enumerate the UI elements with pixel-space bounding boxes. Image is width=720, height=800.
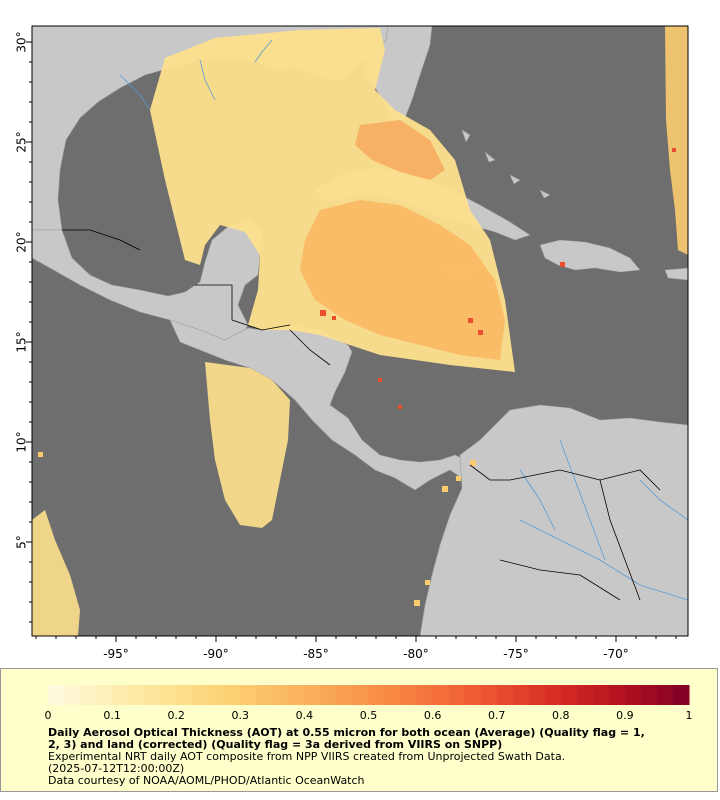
colorbar-swatch bbox=[128, 685, 145, 705]
legend-panel: 0 0.1 0.2 0.3 0.4 0.5 0.6 0.7 0.8 0.9 1 Daily Aero… bbox=[0, 668, 718, 792]
colorbar-swatch bbox=[480, 685, 498, 705]
colorbar-tick-label: 0.6 bbox=[424, 709, 442, 722]
lon-tick-label: -95° bbox=[103, 647, 129, 660]
colorbar-tick-label: 0.9 bbox=[616, 709, 634, 722]
land-bahamas bbox=[461, 129, 551, 199]
colorbar-swatch bbox=[528, 685, 546, 705]
colorbar-swatch bbox=[256, 685, 273, 705]
colorbar-swatch bbox=[496, 685, 514, 705]
colorbar-swatch bbox=[560, 685, 578, 705]
aot-swaths bbox=[32, 26, 688, 636]
colorbar-swatch bbox=[640, 685, 658, 705]
aot-swath-west-edge bbox=[32, 510, 80, 636]
colorbar-labels: 0 0.1 0.2 0.3 0.4 0.5 0.6 0.7 0.8 0.9 1 bbox=[45, 709, 693, 722]
colorbar-tick-label: 0.8 bbox=[552, 709, 570, 722]
caption-line3: Experimental NRT daily AOT composite fro… bbox=[48, 750, 566, 763]
colorbar-tick-label: 0 bbox=[45, 709, 52, 722]
colorbar-swatch bbox=[224, 685, 241, 705]
colorbar-tick-label: 1 bbox=[686, 709, 693, 722]
colorbar-tick-label: 0.2 bbox=[167, 709, 185, 722]
colorbar-swatch bbox=[624, 685, 642, 705]
lat-tick-label: 15° bbox=[15, 331, 29, 352]
colorbar-swatch bbox=[320, 685, 337, 705]
colorbar-swatch bbox=[112, 685, 129, 705]
colorbar-swatch bbox=[656, 685, 674, 705]
rivers-layer bbox=[119, 39, 688, 601]
caption-title-line2: 2, 3) and land (corrected) (Quality flag… bbox=[48, 738, 503, 751]
colorbar-swatch bbox=[144, 685, 161, 705]
colorbar-swatch bbox=[80, 685, 97, 705]
colorbar-swatch bbox=[352, 685, 369, 705]
lon-tick-label: -70° bbox=[603, 647, 629, 660]
colorbar-swatch bbox=[208, 685, 225, 705]
colorbar-swatch bbox=[48, 685, 65, 705]
caption-line5: Data courtesy of NOAA/AOML/PHOD/Atlantic… bbox=[48, 774, 365, 787]
aot-map: -95° -90° -85° -80° -75° -70° 30° 25° 20° 15° 10°… bbox=[15, 25, 689, 661]
colorbar-swatch bbox=[368, 685, 386, 705]
colorbar-swatch bbox=[96, 685, 113, 705]
colorbar-swatch bbox=[384, 685, 402, 705]
colorbar-swatch bbox=[240, 685, 257, 705]
plot-frame bbox=[31, 25, 689, 637]
latitude-axis: 30° 25° 20° 15° 10° 5° bbox=[15, 31, 32, 623]
aot-speckles bbox=[320, 148, 676, 409]
colorbar-swatch bbox=[160, 685, 177, 705]
aot-swath-north-orange bbox=[355, 120, 445, 180]
lat-tick-label: 10° bbox=[15, 431, 29, 452]
aot-swath-southwest bbox=[205, 362, 290, 528]
colorbar-swatch bbox=[672, 685, 690, 705]
colorbar-swatch bbox=[416, 685, 434, 705]
land-south-america bbox=[419, 404, 688, 636]
lon-tick-label: -80° bbox=[403, 647, 429, 660]
lat-tick-label: 5° bbox=[15, 535, 29, 549]
colorbar-swatch bbox=[576, 685, 594, 705]
colorbar-swatch bbox=[272, 685, 289, 705]
colorbar-swatch bbox=[336, 685, 353, 705]
colorbar-swatch bbox=[304, 685, 321, 705]
colorbar-swatch bbox=[192, 685, 209, 705]
colorbar-tick-label: 0.7 bbox=[488, 709, 506, 722]
aot-swath-central-dense bbox=[300, 200, 505, 360]
lon-tick-label: -85° bbox=[303, 647, 329, 660]
colorbar-swatch bbox=[176, 685, 193, 705]
caption: Daily Aerosol Optical Thickness (AOT) at… bbox=[48, 727, 688, 787]
colorbar-tick-label: 0.1 bbox=[103, 709, 121, 722]
colorbar-swatch bbox=[400, 685, 418, 705]
aot-speckles-light bbox=[38, 452, 476, 606]
colorbar-tick-label: 0.5 bbox=[360, 709, 378, 722]
colorbar-swatch bbox=[608, 685, 626, 705]
colorbar-swatch bbox=[464, 685, 482, 705]
colorbar-swatch bbox=[512, 685, 530, 705]
colorbar-tick-label: 0.4 bbox=[296, 709, 314, 722]
colorbar-swatch bbox=[544, 685, 562, 705]
colorbar-tick-label: 0.3 bbox=[232, 709, 250, 722]
colorbar-swatch bbox=[288, 685, 305, 705]
lat-tick-label: 25° bbox=[15, 131, 29, 152]
caption-line4: (2025-07-12T12:00:00Z) bbox=[48, 762, 185, 775]
lat-tick-label: 20° bbox=[15, 231, 29, 252]
lat-tick-label: 30° bbox=[15, 31, 29, 52]
caption-title-line1: Daily Aerosol Optical Thickness (AOT) at… bbox=[48, 726, 645, 739]
lon-tick-label: -90° bbox=[203, 647, 229, 660]
lon-tick-label: -75° bbox=[503, 647, 529, 660]
colorbar-swatch bbox=[432, 685, 450, 705]
land-puerto-rico bbox=[664, 267, 688, 281]
colorbar-swatch bbox=[592, 685, 610, 705]
longitude-axis: -95° -90° -85° -80° -75° -70° bbox=[35, 636, 677, 661]
aot-swath-east bbox=[665, 26, 688, 255]
borders-layer bbox=[62, 229, 661, 601]
colorbar-swatches bbox=[48, 685, 690, 705]
colorbar-svg: 0 0.1 0.2 0.3 0.4 0.5 0.6 0.7 0.8 0.9 1 bbox=[45, 685, 693, 722]
colorbar-swatch bbox=[64, 685, 81, 705]
colorbar-swatch bbox=[448, 685, 466, 705]
map-svg: -95° -90° -85° -80° -75° -70° 30° 25° 20° 15° 10°… bbox=[15, 25, 689, 661]
